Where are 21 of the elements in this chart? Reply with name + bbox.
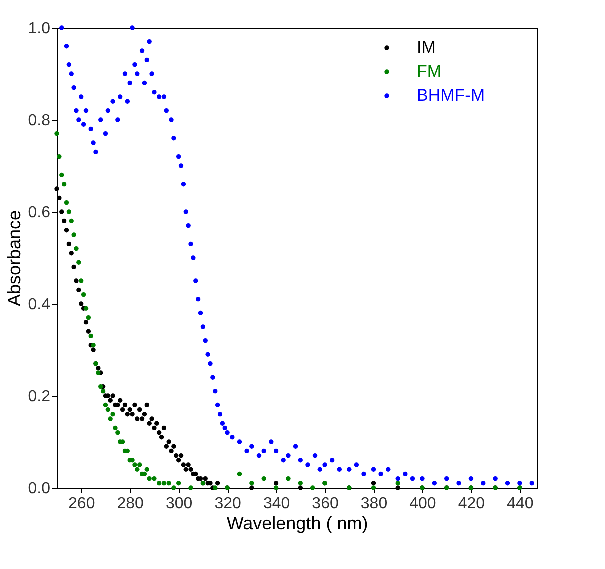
legend-label: IM — [417, 38, 436, 57]
x-tick-label: 260 — [68, 496, 96, 512]
x-axis-title: Wavelength ( nm) — [226, 514, 368, 534]
x-tick-label: 360 — [312, 496, 339, 512]
y-tick-label: 0.2 — [28, 388, 51, 406]
y-tick-label: 0.4 — [28, 296, 51, 314]
x-tick-label: 300 — [166, 496, 193, 512]
legend-label: FM — [417, 62, 442, 81]
x-tick-label: 320 — [214, 496, 242, 512]
x-tick-label: 340 — [263, 496, 290, 512]
x-tick-label: 420 — [458, 496, 486, 512]
y-tick-label: 0.6 — [28, 204, 51, 222]
x-tick-label: 400 — [410, 496, 436, 512]
y-axis-title: Absorbance — [4, 210, 24, 307]
y-tick-label: 1.0 — [28, 20, 51, 38]
y-tick-label: 0.0 — [28, 480, 51, 498]
y-tick-label: 0.8 — [28, 112, 51, 130]
x-tick-label: 280 — [117, 496, 144, 512]
legend-label: BHMF-M — [417, 86, 485, 105]
x-tick-label: 380 — [360, 496, 388, 512]
x-tick-label: 440 — [507, 496, 534, 512]
